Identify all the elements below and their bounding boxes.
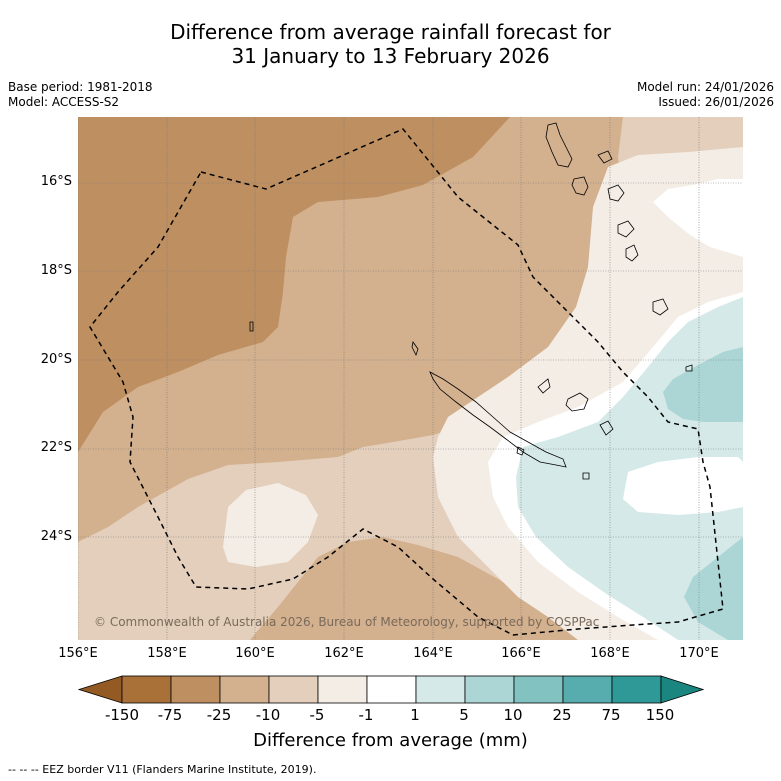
- meta-right: Model run: 24/01/2026 Issued: 26/01/2026: [637, 80, 774, 110]
- base-period: Base period: 1981-2018: [8, 80, 153, 94]
- colorbar-cell: [219, 675, 270, 704]
- vanuatu-erromango: [617, 220, 635, 238]
- lat-label-18s: 18°S: [40, 263, 72, 278]
- issued-date: Issued: 26/01/2026: [658, 95, 774, 109]
- colorbar: [78, 675, 704, 704]
- loyalty-island-ouvea: [537, 378, 551, 394]
- colorbar-extend-high: [660, 675, 704, 704]
- model-name: Model: ACCESS-S2: [8, 95, 120, 109]
- colorbar-cell: [317, 675, 368, 704]
- colorbar-tick-label: -25: [206, 706, 232, 724]
- band-south-lower-brown: [250, 537, 578, 640]
- lat-label-22s: 22°S: [40, 440, 72, 455]
- colorbar-tick-label: -150: [104, 706, 140, 724]
- map-title-line-1: Difference from average rainfall forecas…: [170, 20, 611, 44]
- vanuatu-aneityum: [652, 298, 669, 316]
- colorbar-tick-label: 25: [552, 706, 572, 724]
- colorbar-tick-label: -5: [309, 706, 325, 724]
- band-near-zero-hole: [623, 457, 743, 515]
- colorbar-cell: [562, 675, 613, 704]
- colorbar-tick-label: 10: [503, 706, 523, 724]
- lon-label-166e: 166°E: [501, 646, 541, 661]
- vanuatu-espiritu-santo: [545, 122, 573, 168]
- colorbar-cell: [415, 675, 466, 704]
- copyright-notice: © Commonwealth of Australia 2026, Bureau…: [94, 615, 599, 629]
- vanuatu-efate: [607, 184, 625, 202]
- colorbar-tick-label: -75: [157, 706, 183, 724]
- colorbar-cell: [366, 675, 417, 704]
- loyalty-island-lifou: [565, 392, 589, 412]
- band-plus-5-to-plus-10-south: [684, 537, 743, 640]
- band-minus-75-to-minus-25: [78, 117, 510, 452]
- colorbar-tick-label: 75: [601, 706, 621, 724]
- vanuatu-tanna: [625, 244, 639, 262]
- band-plus-5-to-plus-10: [663, 347, 743, 422]
- lat-label-16s: 16°S: [40, 174, 72, 189]
- colorbar-tick-label: 150: [645, 706, 675, 724]
- loyalty-island-mare: [599, 420, 614, 436]
- isle-of-pines: [516, 446, 525, 456]
- lon-label-162e: 162°E: [324, 646, 364, 661]
- map-title-line-2: 31 January to 13 February 2026: [231, 44, 550, 68]
- lon-label-160e: 160°E: [235, 646, 275, 661]
- belep-islands: [411, 341, 419, 357]
- colorbar-cell: [170, 675, 221, 704]
- walpole-island: [582, 472, 590, 480]
- colorbar-tick-label: -10: [255, 706, 281, 724]
- vanuatu-malakula: [571, 176, 589, 196]
- hunter-island: [685, 364, 693, 372]
- meta-left: Base period: 1981-2018 Model: ACCESS-S2: [8, 80, 153, 110]
- new-caledonia-coast: [429, 371, 567, 468]
- rainfall-map: © Commonwealth of Australia 2026, Bureau…: [78, 117, 743, 640]
- lon-label-168e: 168°E: [590, 646, 630, 661]
- band-near-zero: [653, 179, 743, 257]
- lat-label-20s: 20°S: [40, 352, 72, 367]
- colorbar-tick-label: 5: [459, 706, 469, 724]
- gridlines: [78, 117, 743, 640]
- colorbar-cell: [121, 675, 172, 704]
- lon-label-158e: 158°E: [147, 646, 187, 661]
- colorbar-cells: [78, 675, 704, 704]
- small-islet-west: [249, 321, 254, 332]
- colorbar-extend-low: [78, 675, 123, 704]
- vanuatu-maewo: [597, 150, 613, 164]
- colorbar-title: Difference from average (mm): [253, 730, 528, 751]
- eez-footnote: -- -- -- EEZ border V11 (Flanders Marine…: [8, 763, 317, 776]
- lon-label-156e: 156°E: [58, 646, 98, 661]
- colorbar-cell: [611, 675, 662, 704]
- lon-label-164e: 164°E: [413, 646, 453, 661]
- lon-label-170e: 170°E: [679, 646, 719, 661]
- model-run: Model run: 24/01/2026: [636, 80, 774, 94]
- coastlines: [249, 122, 693, 480]
- band-minus-5-to-minus-1-southwest: [223, 483, 318, 567]
- eez-border: [89, 128, 724, 636]
- colorbar-cell: [464, 675, 515, 704]
- lat-label-24s: 24°S: [40, 529, 72, 544]
- colorbar-tick-label: -1: [358, 706, 374, 724]
- colorbar-tick-label: 1: [410, 706, 420, 724]
- colorbar-cell: [513, 675, 564, 704]
- colorbar-cell: [268, 675, 319, 704]
